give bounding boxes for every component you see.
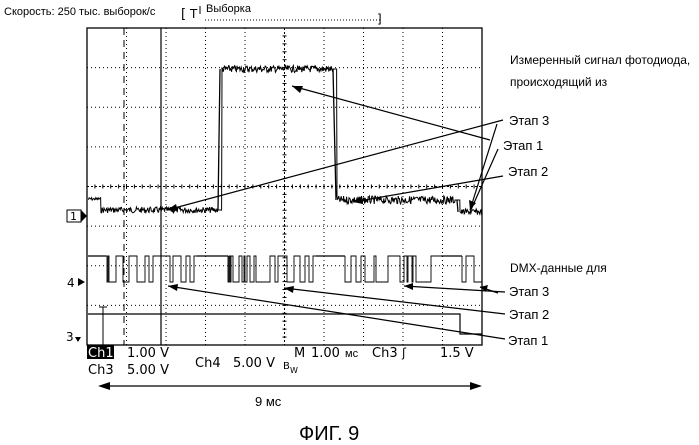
- trigger-source-label: Ch3: [372, 346, 398, 361]
- upper-stage1-label: Этап 1: [503, 138, 543, 153]
- trigger-mode-symbol: T: [189, 7, 198, 21]
- ch3-readout-label: Ch3: [88, 363, 114, 378]
- dmx-caption: DMX-данные для: [510, 261, 607, 275]
- timebase-value: 1.00: [311, 346, 340, 361]
- trigger-slope-icon: ʃ: [401, 346, 407, 360]
- trigger-bracket-left: [: [181, 7, 186, 22]
- svg-text:1: 1: [70, 210, 77, 223]
- span-label: 9 мс: [255, 394, 282, 409]
- span-dimension: [98, 382, 482, 390]
- photodiode-caption-line2: происходящий из: [510, 75, 608, 89]
- acquire-mode-label: Выборка: [206, 3, 252, 15]
- upper-stage3-label: Этап 3: [509, 113, 549, 128]
- lower-stage2-label: Этап 2: [509, 307, 549, 322]
- sample-rate-label: Скорость: 250 тыс. выборок/с: [4, 6, 156, 18]
- timebase-unit: мс: [345, 348, 359, 360]
- ch1-marker: 1: [67, 210, 87, 223]
- bandwidth-limit-label: B: [283, 361, 290, 372]
- lower-stage1-label: Этап 1: [508, 333, 548, 348]
- ch3-marker: 3: [66, 330, 81, 344]
- upper-stage2-label: Этап 2: [508, 164, 548, 179]
- ch1-readout-label: Ch1: [88, 346, 114, 361]
- ch3-scale-value: 5.00 V: [127, 363, 169, 378]
- annotation-arrows: [167, 86, 505, 339]
- ch1-scale-value: 1.00 V: [127, 346, 169, 361]
- trigger-level-value: 1.5 V: [440, 346, 474, 361]
- graticule: [87, 28, 482, 345]
- photodiode-caption-line1: Измеренный сигнал фотодиода,: [510, 53, 690, 67]
- annotation-arrowheads: [167, 86, 488, 293]
- svg-text:4: 4: [67, 276, 75, 290]
- figure-caption: ФИГ. 9: [299, 423, 359, 445]
- svg-text:3: 3: [66, 330, 74, 344]
- ch4-scale-value: 5.00 V: [233, 356, 275, 371]
- timebase-label: M: [294, 346, 305, 361]
- ch4-marker: 4: [67, 276, 85, 290]
- bandwidth-limit-sub: W: [290, 366, 298, 375]
- trigger-bracket-right: ]: [377, 12, 382, 26]
- lower-stage3-label: Этап 3: [509, 284, 549, 299]
- ch4-readout-label: Ch4: [195, 356, 221, 371]
